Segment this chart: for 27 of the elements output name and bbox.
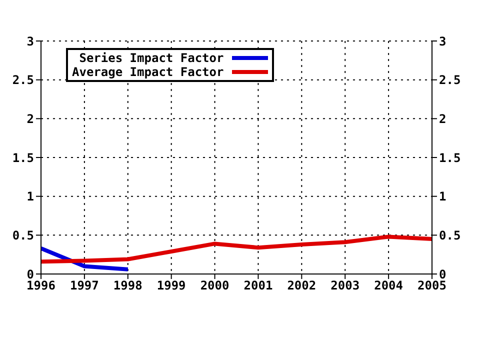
x-tick-label: 1996 <box>26 278 56 293</box>
x-tick-label: 2003 <box>330 278 360 293</box>
x-tick-label: 2001 <box>244 278 273 293</box>
y2-tick-label: 0.5 <box>439 228 461 242</box>
y-tick-label: 1.5 <box>12 150 34 165</box>
x-tick-label: 1998 <box>113 278 142 293</box>
y-tick-label: 2.5 <box>12 73 34 88</box>
y2-tick-label: 2 <box>439 112 446 126</box>
x-tick-label: 2005 <box>418 278 446 293</box>
y2-tick-label: 3 <box>439 34 446 48</box>
x-tick-label: 2002 <box>287 278 316 293</box>
x-tick-label: 2004 <box>374 278 404 293</box>
y-tick-label: 1 <box>26 190 34 204</box>
legend-label: Average Impact Factor <box>72 65 224 79</box>
y2-tick-label: 1.5 <box>439 150 461 165</box>
x-tick-label: 1999 <box>156 278 186 293</box>
legend-label: Series Impact Factor <box>79 51 224 65</box>
y-tick-label: 0.5 <box>12 228 34 242</box>
x-tick-label: 2000 <box>200 278 230 293</box>
y2-tick-label: 1 <box>439 190 446 204</box>
y-tick-label: 3 <box>26 34 34 48</box>
y-tick-label: 2 <box>26 112 34 126</box>
y2-tick-label: 2.5 <box>439 73 461 88</box>
y2-tick-label: 0 <box>439 267 446 282</box>
y-tick-label: 0 <box>26 267 34 282</box>
line-series <box>41 234 432 264</box>
x-tick-label: 1997 <box>70 278 99 293</box>
